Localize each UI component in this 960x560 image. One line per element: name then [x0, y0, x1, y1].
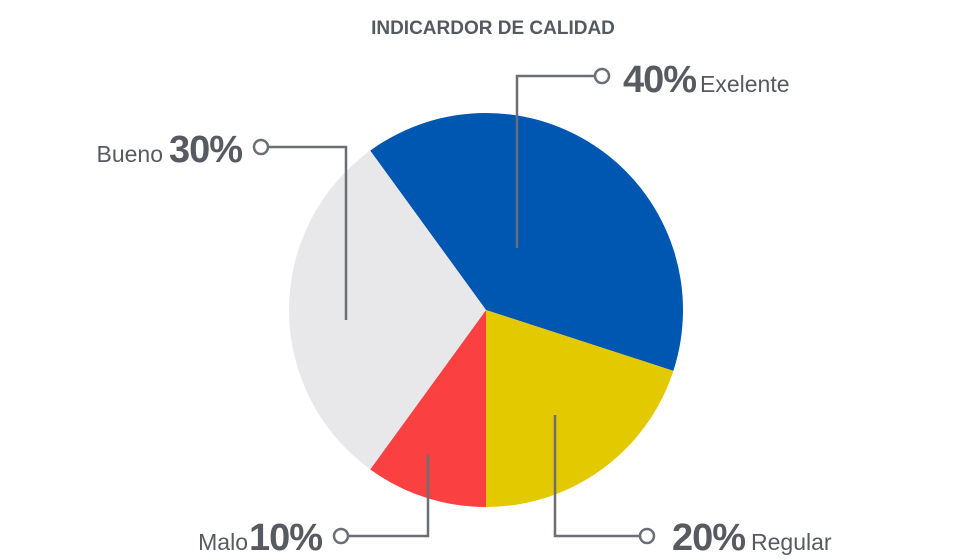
pct-label-malo: 10%: [249, 517, 322, 559]
callout-regular: 20% Regular: [553, 415, 832, 559]
pct-label-exelente: 40%: [623, 59, 696, 101]
pie-slice-exelente: [370, 112, 684, 371]
pie-slices: [288, 112, 684, 507]
leader-line-malo: [348, 455, 430, 538]
leader-dot-regular: [638, 527, 656, 545]
leader-line-bueno: [268, 145, 348, 320]
leader-dot-bueno: [252, 138, 270, 156]
callout-exelente: 40% Exelente: [515, 59, 790, 248]
slice-label-regular: Regular: [751, 529, 832, 555]
leader-line-regular: [553, 415, 640, 538]
pct-label-bueno: 30%: [169, 129, 242, 171]
pct-label-regular: 20%: [672, 517, 745, 559]
leader-dot-malo: [332, 527, 350, 545]
chart-title: INDICARDOR DE CALIDAD: [371, 18, 615, 39]
callout-malo: Malo 10%: [198, 455, 430, 559]
callout-bueno: Bueno 30%: [96, 129, 348, 320]
pie-slice-bueno: [288, 150, 486, 470]
leader-dot-exelente: [593, 67, 611, 85]
slice-label-exelente: Exelente: [700, 71, 790, 97]
pie-slice-malo: [370, 310, 486, 507]
slice-label-malo: Malo: [198, 529, 248, 555]
leader-line-exelente: [515, 74, 596, 248]
pie-slice-regular: [486, 310, 674, 507]
slice-label-bueno: Bueno: [96, 141, 163, 167]
